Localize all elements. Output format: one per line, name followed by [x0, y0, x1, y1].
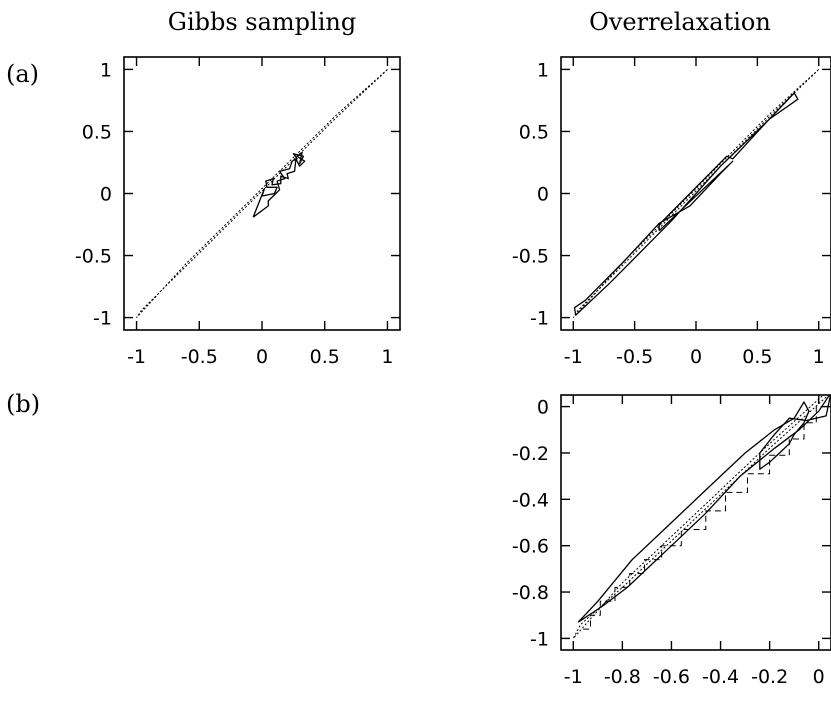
y-tick-label: -0.6	[512, 536, 549, 558]
y-tick-label: -0.8	[512, 582, 549, 604]
y-tick-label: 0.5	[82, 121, 112, 143]
x-tick-label: 0	[813, 666, 825, 688]
x-tick-label: 1	[813, 346, 825, 368]
y-tick-label: -1	[530, 628, 549, 650]
plot-frame-2	[560, 394, 831, 651]
x-tick-label: -0.2	[751, 666, 788, 688]
x-tick-label: 0	[690, 346, 702, 368]
x-tick-label: 1	[381, 346, 393, 368]
y-tick-label: -1	[93, 308, 112, 330]
y-tick-label: 1	[537, 59, 549, 81]
x-tick-label: -0.6	[653, 666, 690, 688]
row-label-b: (b)	[6, 390, 40, 418]
y-tick-label: 0	[100, 184, 112, 206]
y-tick-label: -0.5	[75, 246, 112, 268]
x-tick-label: -0.8	[604, 666, 641, 688]
x-tick-label: -1	[564, 346, 583, 368]
series-dotted-1-0	[572, 69, 820, 318]
panel-a-overrelaxation-plot: -1 -0.5 0 0.5 1 -1 -0.5 0 0.5 1	[512, 56, 831, 368]
y-tick-label: 0.5	[519, 121, 549, 143]
title-overrelaxation: Overrelaxation	[589, 8, 771, 36]
panel-b-overrelaxation-plot: -1 -0.8 -0.6 -0.4 -0.2 0 -1 -0.8 -0.6 -0.4 -0.2 0	[512, 394, 831, 688]
x-tick-label: -1	[127, 346, 146, 368]
y-tick-label: -1	[530, 308, 549, 330]
x-tick-label: -0.5	[616, 346, 653, 368]
panel-a-gibbs-plot: -1 -0.5 0 0.5 1 -1 -0.5 0 0.5 1	[75, 56, 401, 368]
x-tick-label: 0.5	[310, 346, 340, 368]
y-tick-label: -0.4	[512, 489, 549, 511]
x-tick-label: 0.5	[742, 346, 772, 368]
y-tick-label: 0	[537, 184, 549, 206]
series-dotted-2-0	[572, 395, 830, 639]
y-tick-label: -0.2	[512, 443, 549, 465]
y-tick-label: -0.5	[512, 246, 549, 268]
series-solid-2-1	[577, 395, 831, 623]
x-tick-label: -0.4	[702, 666, 739, 688]
x-tick-label: -0.5	[181, 346, 218, 368]
row-label-a: (a)	[6, 60, 39, 88]
x-tick-label: -1	[564, 666, 583, 688]
series-dotted-0-0	[136, 69, 388, 318]
x-tick-label: 0	[256, 346, 268, 368]
y-tick-label: 1	[100, 59, 112, 81]
title-gibbs: Gibbs sampling	[168, 8, 356, 36]
series-dashed-2-2	[583, 406, 827, 630]
series-solid-0-1	[252, 151, 306, 218]
y-tick-label: 0	[537, 397, 549, 419]
series-solid-1-1	[573, 92, 799, 316]
